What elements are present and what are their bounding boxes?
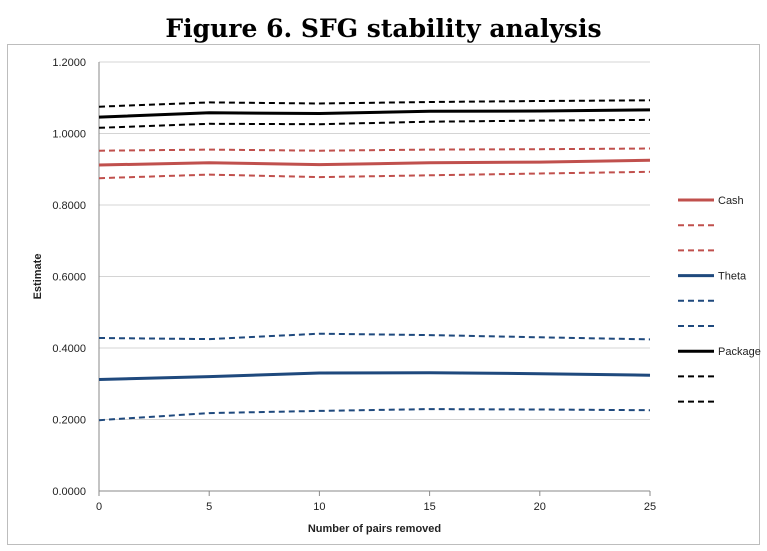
series-line	[98, 170, 651, 180]
axes	[98, 62, 651, 496]
y-axis-label: Estimate	[32, 254, 44, 300]
x-tick-labels: 0 5 10 15 20 25	[96, 501, 656, 513]
y-tick-label: 0.4000	[52, 343, 86, 355]
series-line	[98, 332, 651, 341]
y-tick-label: 1.2000	[52, 57, 86, 69]
x-tick-label: 15	[423, 501, 435, 513]
x-tick-label: 0	[96, 501, 102, 513]
legend-label: Cash	[718, 195, 744, 207]
chart-frame	[7, 44, 760, 545]
series-line	[98, 158, 651, 167]
x-tick-label: 25	[644, 501, 656, 513]
y-tick-label: 0.6000	[52, 272, 86, 284]
series-line	[98, 108, 651, 119]
y-tick-label: 0.2000	[52, 415, 86, 427]
figure-title: Figure 6. SFG stability analysis	[165, 14, 602, 43]
x-tick-label: 5	[206, 501, 212, 513]
series-line	[98, 371, 651, 381]
series-line	[98, 408, 651, 422]
legend-label: Package	[718, 346, 761, 358]
x-tick-label: 10	[313, 501, 325, 513]
y-tick-label: 0.0000	[52, 486, 86, 498]
y-tick-label: 1.0000	[52, 129, 86, 141]
y-tick-label: 0.8000	[52, 200, 86, 212]
legend: Cash Theta Package	[678, 195, 761, 403]
x-tick-label: 20	[534, 501, 546, 513]
series-line	[98, 118, 651, 129]
legend-label: Theta	[718, 271, 747, 283]
series-lines	[98, 99, 651, 422]
x-axis-label: Number of pairs removed	[308, 523, 441, 535]
series-line	[98, 147, 651, 152]
series-line	[98, 99, 651, 108]
gridlines	[99, 61, 650, 420]
y-tick-labels: 0.0000 0.2000 0.4000 0.6000 0.8000 1.0000 1.20…	[52, 57, 86, 498]
